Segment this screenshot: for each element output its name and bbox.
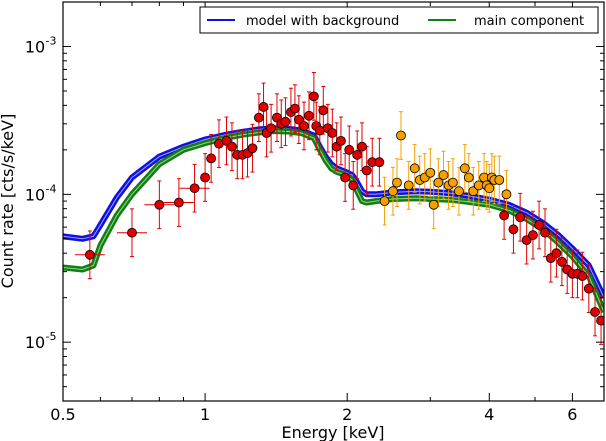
data-point-red-41 <box>374 157 385 168</box>
data-point-red-58 <box>596 315 604 326</box>
legend: model with background main component <box>199 6 599 34</box>
data-point-red-36 <box>348 180 359 191</box>
data-point-red-45 <box>521 235 532 246</box>
data-point-orange-21 <box>484 183 495 194</box>
data-point-orange-16 <box>463 172 474 183</box>
data-point-red-25 <box>304 110 314 121</box>
data-point-red-28 <box>314 125 325 136</box>
data-point-orange-13 <box>448 177 458 188</box>
data-point-red-44 <box>515 212 526 223</box>
axis-ticks: 0.5 1 2 4 610-510-410-3 <box>25 1 605 424</box>
data-point-red-55 <box>577 271 588 281</box>
data-point-red-0 <box>84 249 95 260</box>
data-point-red-13 <box>247 143 258 154</box>
data-point-orange-0 <box>379 196 390 207</box>
legend-label-main: main component <box>474 14 584 29</box>
data-point-orange-24 <box>494 175 505 185</box>
data-point-orange-1 <box>388 186 398 197</box>
y-tick-exponent-0: -5 <box>46 330 57 343</box>
x-tick-label-3: 4 <box>484 405 494 424</box>
plot-frame <box>62 1 605 402</box>
y-tick-label-0: 10 <box>25 333 45 352</box>
data-point-orange-9 <box>428 199 439 210</box>
data-point-red-22 <box>290 103 300 114</box>
data-point-red-46 <box>528 230 538 240</box>
y-tick-label-1: 10 <box>25 185 45 204</box>
x-tick-label-4: 6 <box>567 405 577 424</box>
data-point-red-2 <box>154 199 165 210</box>
data-point-orange-10 <box>433 177 444 188</box>
data-point-orange-2 <box>392 177 402 188</box>
x-axis-label: Energy [keV] <box>281 423 384 441</box>
data-point-red-56 <box>583 283 594 294</box>
data-point-red-51 <box>556 256 567 267</box>
model-band-0 <box>63 125 604 299</box>
legend-label-model: model with background <box>246 14 399 29</box>
data-point-red-29 <box>318 105 329 116</box>
data-point-orange-14 <box>454 186 464 197</box>
data-point-red-9 <box>227 141 237 152</box>
data-point-red-38 <box>357 141 367 152</box>
data-point-red-5 <box>200 172 210 183</box>
data-point-orange-4 <box>403 180 414 191</box>
legend-box <box>199 6 599 34</box>
data-point-orange-25 <box>501 189 512 200</box>
model-band-core-1 <box>63 130 604 313</box>
data-point-orange-5 <box>409 163 420 174</box>
data-point-orange-11 <box>438 170 449 180</box>
data-point-red-48 <box>540 227 550 238</box>
data-point-red-23 <box>293 114 304 125</box>
data-point-red-31 <box>327 128 338 138</box>
y-tick-exponent-1: -4 <box>46 182 57 195</box>
model-band-1 <box>63 128 604 314</box>
data-point-red-15 <box>258 102 269 112</box>
data-point-red-17 <box>266 123 277 134</box>
data-point-orange-8 <box>425 167 436 178</box>
y-tick-label-2: 10 <box>25 38 45 57</box>
y-axis-label: Count rate [cts/s/keV] <box>0 114 17 289</box>
data-point-red-57 <box>590 307 600 317</box>
data-point-red-34 <box>340 172 351 183</box>
data-point-red-4 <box>189 183 200 194</box>
data-point-red-42 <box>499 210 510 221</box>
data-point-red-24 <box>299 121 309 131</box>
data-point-red-26 <box>308 91 319 102</box>
data-point-red-3 <box>173 197 184 208</box>
data-point-red-50 <box>551 248 562 259</box>
error-bars <box>74 72 604 345</box>
data-points <box>84 91 604 326</box>
data-point-red-43 <box>508 224 519 235</box>
data-point-red-20 <box>280 116 291 127</box>
y-tick-exponent-2: -3 <box>46 35 57 48</box>
data-point-red-37 <box>352 149 363 160</box>
x-tick-label-1: 1 <box>200 405 210 424</box>
data-point-red-35 <box>344 144 355 155</box>
x-tick-label-2: 2 <box>342 405 352 424</box>
data-point-red-33 <box>336 135 346 146</box>
data-point-red-6 <box>206 153 217 164</box>
data-point-red-1 <box>127 227 137 238</box>
data-point-red-47 <box>534 220 544 230</box>
data-point-red-39 <box>361 165 372 176</box>
x-tick-label-0: 0.5 <box>50 405 75 424</box>
data-point-orange-3 <box>396 130 406 141</box>
data-point-red-14 <box>253 112 264 123</box>
data-point-orange-15 <box>459 163 470 174</box>
